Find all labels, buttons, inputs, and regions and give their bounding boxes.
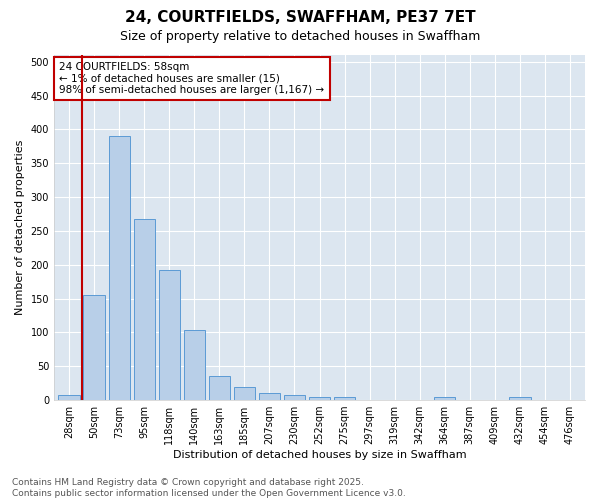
Bar — [259, 394, 280, 400]
Bar — [209, 376, 230, 400]
Bar — [134, 218, 155, 400]
Bar — [509, 396, 530, 400]
Bar — [234, 386, 255, 400]
Bar — [334, 398, 355, 400]
X-axis label: Distribution of detached houses by size in Swaffham: Distribution of detached houses by size … — [173, 450, 466, 460]
Text: Contains HM Land Registry data © Crown copyright and database right 2025.
Contai: Contains HM Land Registry data © Crown c… — [12, 478, 406, 498]
Bar — [284, 394, 305, 400]
Bar — [309, 396, 330, 400]
Text: Size of property relative to detached houses in Swaffham: Size of property relative to detached ho… — [120, 30, 480, 43]
Text: 24 COURTFIELDS: 58sqm
← 1% of detached houses are smaller (15)
98% of semi-detac: 24 COURTFIELDS: 58sqm ← 1% of detached h… — [59, 62, 325, 95]
Bar — [434, 398, 455, 400]
Y-axis label: Number of detached properties: Number of detached properties — [15, 140, 25, 315]
Bar — [58, 396, 80, 400]
Bar — [109, 136, 130, 400]
Bar — [184, 330, 205, 400]
Text: 24, COURTFIELDS, SWAFFHAM, PE37 7ET: 24, COURTFIELDS, SWAFFHAM, PE37 7ET — [125, 10, 475, 25]
Bar — [83, 295, 105, 400]
Bar — [158, 270, 180, 400]
